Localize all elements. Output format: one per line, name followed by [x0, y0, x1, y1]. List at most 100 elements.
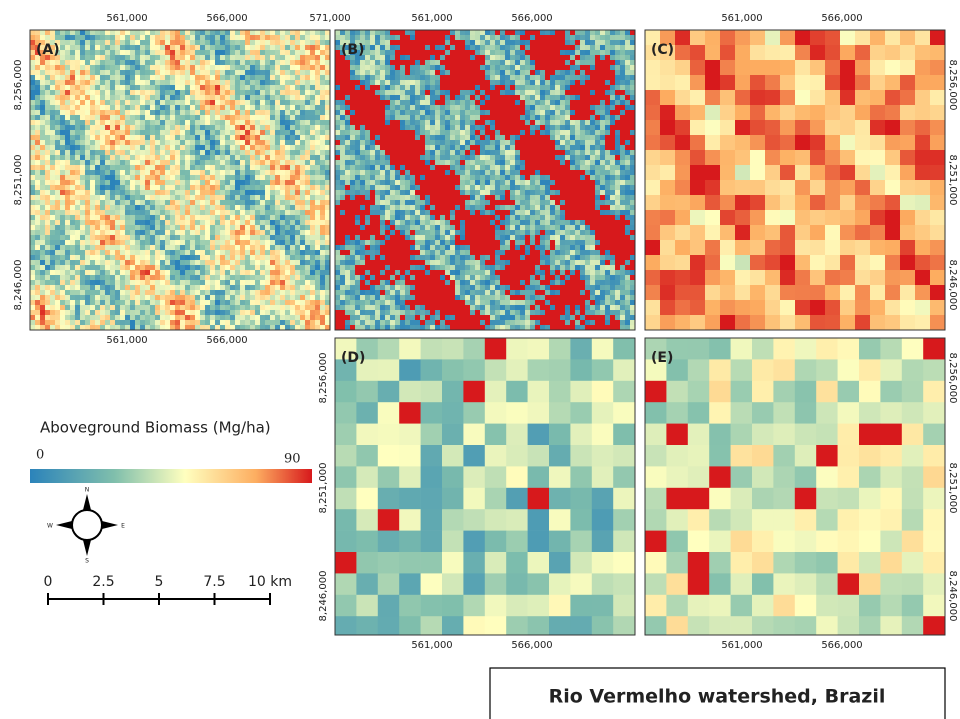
raster-cell — [415, 135, 421, 141]
raster-cell — [270, 280, 276, 286]
raster-cell — [445, 120, 451, 126]
raster-cell — [310, 65, 316, 71]
raster-cell — [270, 235, 276, 241]
raster-cell — [590, 35, 596, 41]
raster-cell — [530, 140, 536, 146]
raster-cell — [180, 190, 186, 196]
raster-cell — [320, 105, 326, 111]
raster-cell — [195, 150, 201, 156]
raster-cell — [120, 120, 126, 126]
raster-cell — [525, 125, 531, 131]
raster-cell — [215, 125, 221, 131]
raster-cell — [335, 80, 341, 86]
raster-cell — [435, 65, 441, 71]
raster-cell — [110, 320, 116, 326]
raster-cell — [85, 135, 91, 141]
raster-cell — [95, 45, 101, 51]
raster-cell — [320, 45, 326, 51]
raster-cell — [270, 155, 276, 161]
raster-cell — [40, 240, 46, 246]
raster-cell — [240, 100, 246, 106]
raster-cell — [135, 130, 141, 136]
raster-cell — [460, 75, 466, 81]
raster-cell — [600, 35, 606, 41]
raster-cell — [475, 140, 481, 146]
raster-cell — [115, 310, 121, 316]
raster-cell — [555, 45, 561, 51]
raster-cell — [60, 40, 66, 46]
raster-cell — [560, 50, 566, 56]
raster-cell — [245, 70, 251, 76]
raster-cell — [305, 205, 311, 211]
raster-cell — [320, 275, 326, 281]
raster-cell — [310, 220, 316, 226]
raster-cell — [215, 35, 221, 41]
raster-cell — [145, 175, 151, 181]
raster-cell — [55, 60, 61, 66]
raster-cell — [605, 30, 611, 36]
raster-cell — [80, 90, 86, 96]
raster-cell — [85, 90, 91, 96]
raster-cell — [395, 90, 401, 96]
raster-cell — [260, 305, 266, 311]
raster-cell — [280, 200, 286, 206]
raster-cell — [160, 320, 166, 326]
raster-cell — [140, 95, 146, 101]
raster-cell — [405, 70, 411, 76]
raster-cell — [115, 105, 121, 111]
raster-cell — [470, 85, 476, 91]
raster-cell — [135, 55, 141, 61]
raster-cell — [630, 75, 636, 81]
raster-cell — [135, 105, 141, 111]
raster-cell — [315, 150, 321, 156]
raster-cell — [310, 140, 316, 146]
raster-cell — [285, 70, 291, 76]
raster-cell — [215, 325, 221, 331]
raster-cell — [105, 130, 111, 136]
raster-cell — [430, 60, 436, 66]
raster-cell — [115, 205, 121, 211]
raster-cell — [290, 120, 296, 126]
raster-cell — [160, 305, 166, 311]
raster-cell — [280, 30, 286, 36]
raster-cell — [110, 310, 116, 316]
raster-cell — [245, 40, 251, 46]
raster-cell — [280, 305, 286, 311]
raster-cell — [160, 180, 166, 186]
raster-cell — [440, 65, 446, 71]
raster-cell — [305, 280, 311, 286]
raster-cell — [340, 80, 346, 86]
raster-cell — [285, 55, 291, 61]
raster-cell — [200, 310, 206, 316]
raster-cell — [270, 125, 276, 131]
raster-cell — [40, 125, 46, 131]
raster-cell — [75, 275, 81, 281]
raster-cell — [315, 235, 321, 241]
raster-cell — [65, 280, 71, 286]
raster-cell — [215, 235, 221, 241]
raster-cell — [35, 125, 41, 131]
raster-cell — [150, 210, 156, 216]
raster-cell — [245, 150, 251, 156]
raster-cell — [75, 325, 81, 331]
raster-cell — [325, 255, 331, 261]
raster-cell — [100, 175, 106, 181]
raster-cell — [175, 100, 181, 106]
raster-cell — [35, 30, 41, 36]
raster-cell — [50, 140, 56, 146]
raster-cell — [50, 75, 56, 81]
raster-cell — [50, 240, 56, 246]
raster-cell — [435, 55, 441, 61]
raster-cell — [255, 305, 261, 311]
raster-cell — [35, 270, 41, 276]
raster-cell — [540, 45, 546, 51]
raster-cell — [395, 45, 401, 51]
raster-cell — [225, 85, 231, 91]
raster-cell — [100, 230, 106, 236]
raster-cell — [230, 35, 236, 41]
raster-cell — [490, 120, 496, 126]
raster-cell — [620, 80, 626, 86]
raster-cell — [75, 55, 81, 61]
raster-cell — [275, 140, 281, 146]
raster-cell — [290, 195, 296, 201]
